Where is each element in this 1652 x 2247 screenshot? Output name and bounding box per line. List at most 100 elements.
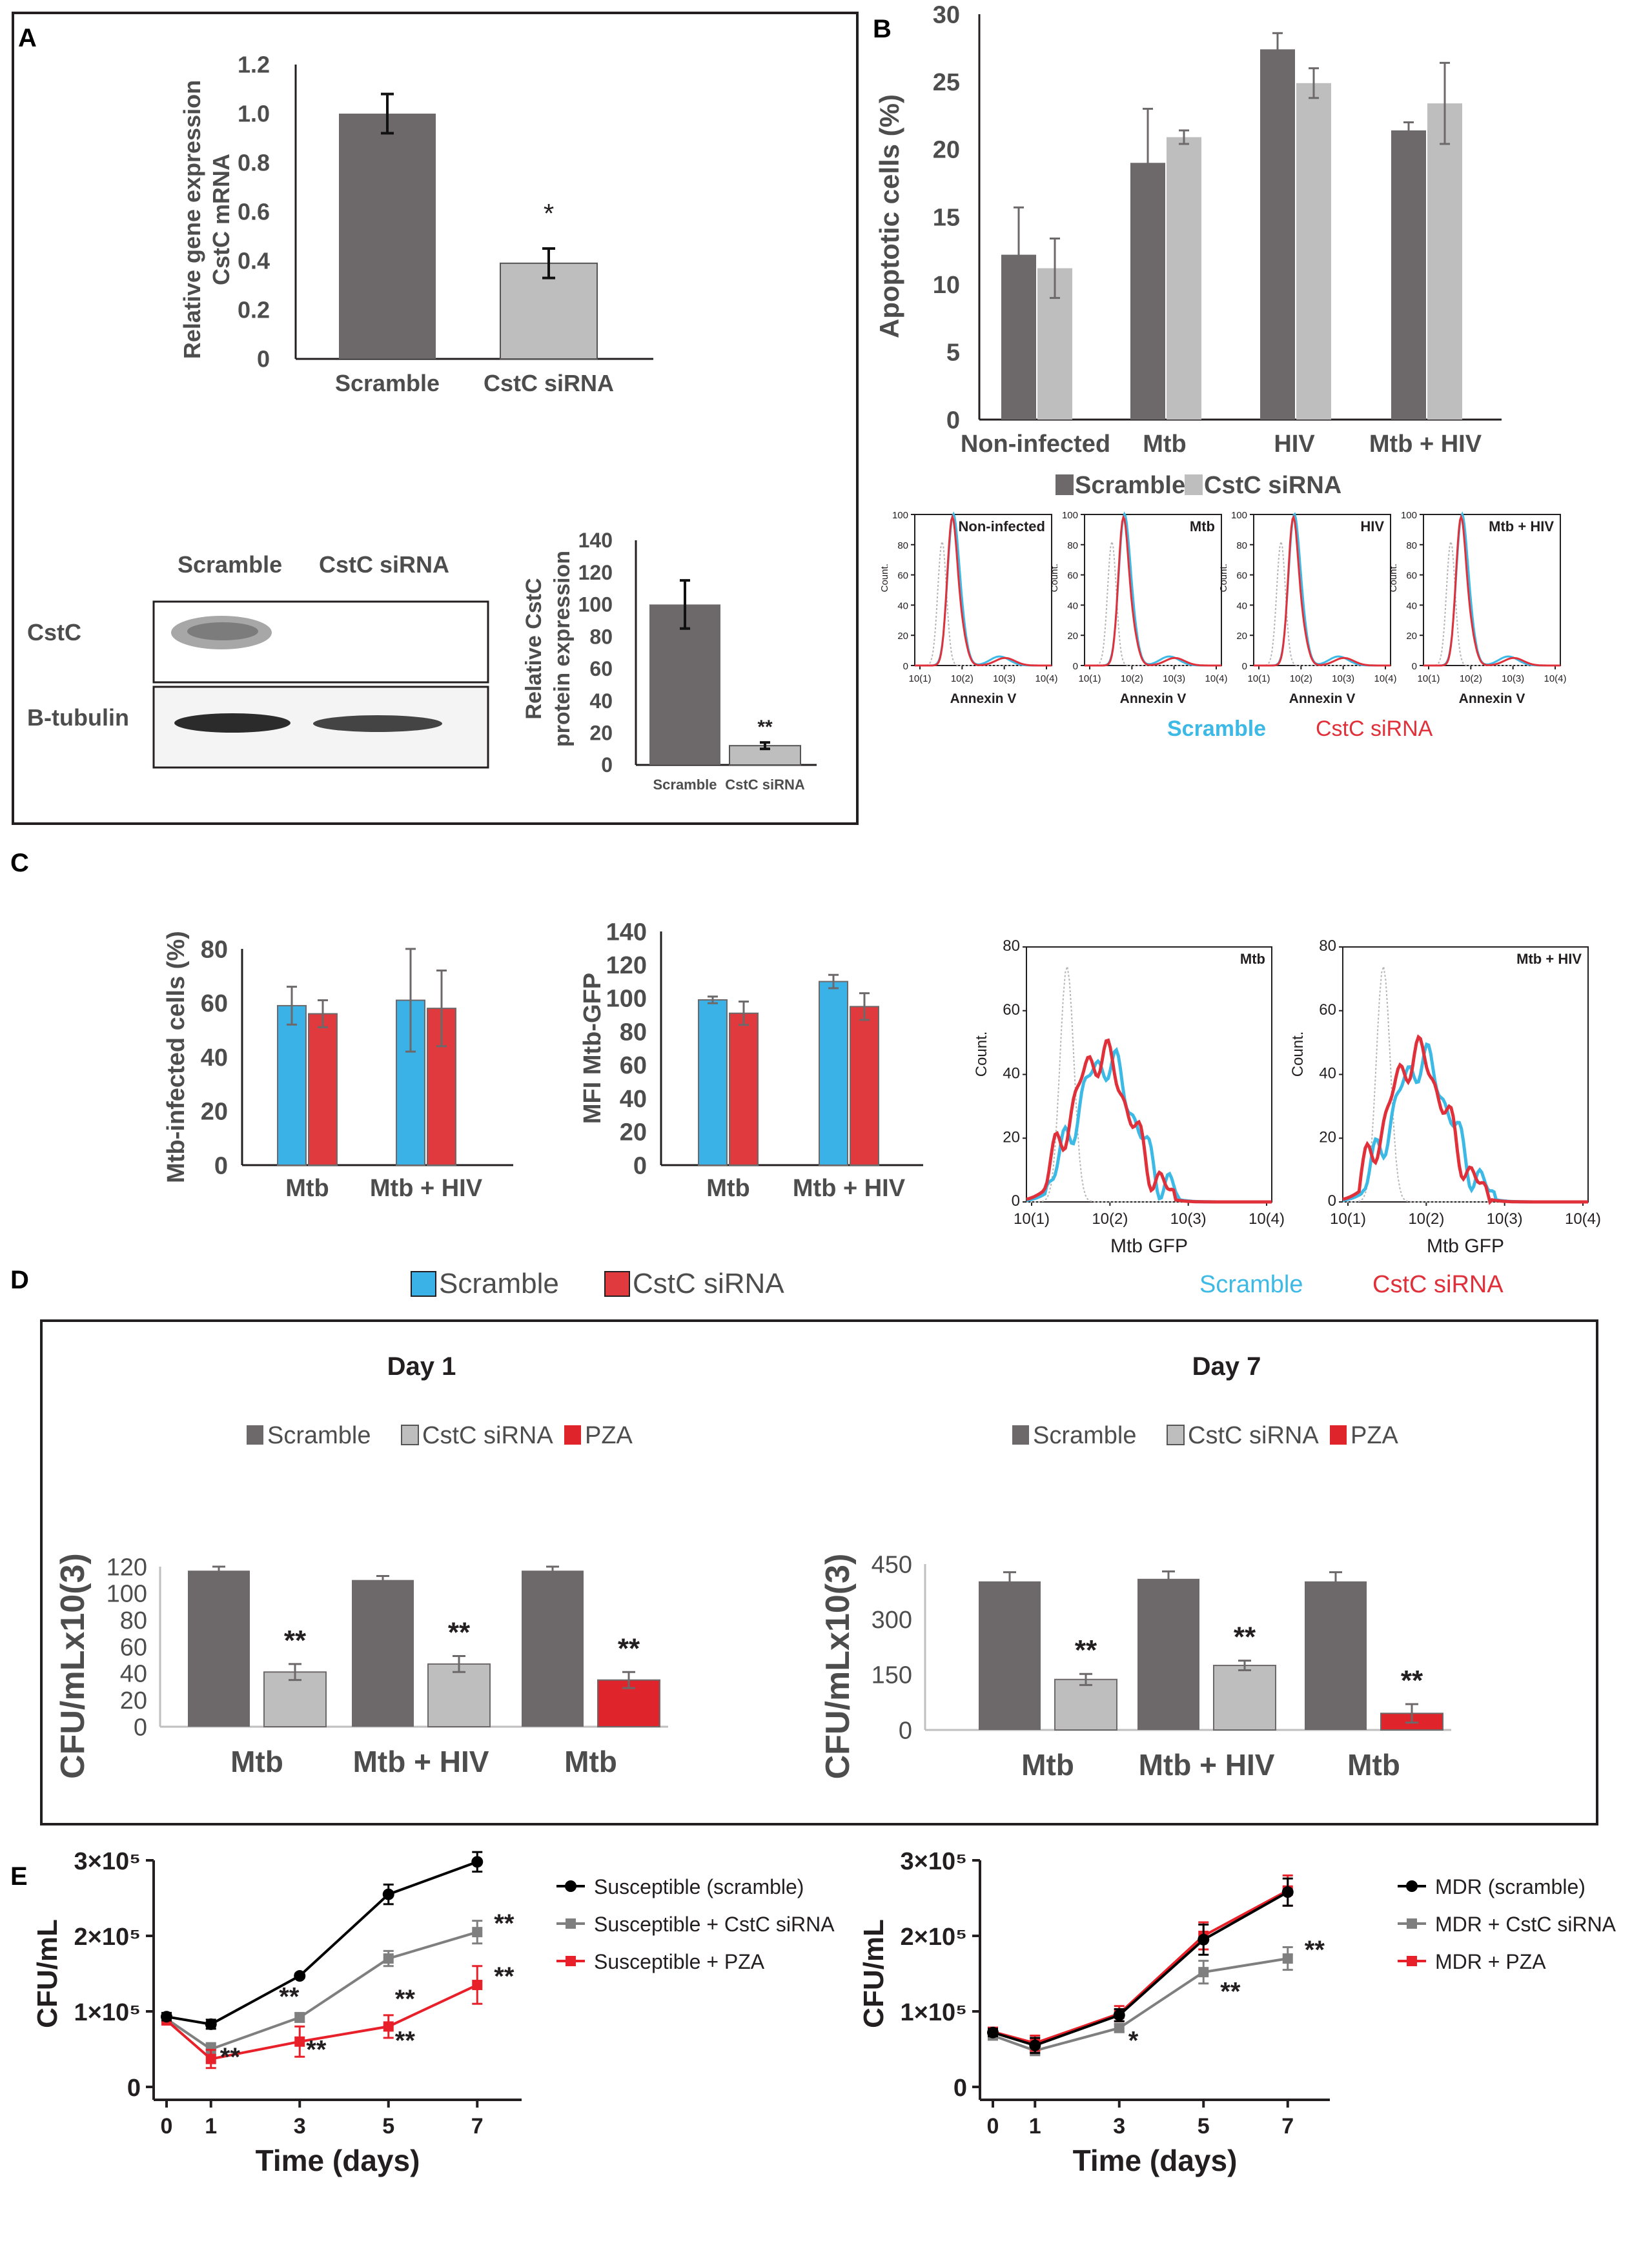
legend-swatch bbox=[1167, 1425, 1185, 1445]
legend-marker bbox=[1406, 1880, 1418, 1892]
y-tick-label: 0.6 bbox=[238, 199, 270, 225]
y-tick-label: 80 bbox=[120, 1607, 147, 1634]
significance-mark: ** bbox=[494, 1962, 515, 1991]
data-point bbox=[1029, 2039, 1041, 2051]
x-tick-label: Mtb + HIV bbox=[1369, 431, 1482, 458]
data-point bbox=[294, 2036, 305, 2047]
legend-swatch-cstc bbox=[604, 1271, 630, 1297]
bar bbox=[649, 604, 720, 765]
data-point bbox=[294, 1970, 306, 1982]
y-tick-label: 3×10⁵ bbox=[74, 1848, 141, 1875]
bar-control bbox=[1137, 1578, 1199, 1730]
y-tick-label: 0.8 bbox=[238, 150, 270, 176]
y-tick-label: 40 bbox=[1319, 1065, 1336, 1083]
y-axis-title: Apoptotic cells (%) bbox=[874, 94, 904, 338]
y-axis-title: CFU/mLx10(3) bbox=[54, 1553, 92, 1779]
y-tick-label: 0 bbox=[214, 1152, 228, 1179]
y-tick-label: 5 bbox=[946, 340, 960, 367]
y-tick-label: 20 bbox=[1319, 1128, 1336, 1146]
y-axis-title: MFI Mtb-GFP bbox=[579, 973, 606, 1124]
legend-label: Scramble bbox=[267, 1422, 371, 1449]
significance-mark: ** bbox=[220, 2043, 241, 2071]
x-tick-label: 10(2) bbox=[1408, 1210, 1444, 1228]
legend-label: MDR (scramble) bbox=[1435, 1875, 1586, 1898]
y-tick-label: 40 bbox=[201, 1044, 228, 1072]
chart-title: Day 1 bbox=[387, 1352, 456, 1381]
y-tick-label: 10 bbox=[933, 272, 960, 299]
blot-col-label-cstc: CstC siRNA bbox=[319, 551, 449, 578]
legend-label: PZA bbox=[585, 1422, 633, 1449]
blot-band-tubulin-scramble bbox=[174, 713, 291, 733]
x-tick-label: 1 bbox=[1029, 2114, 1041, 2139]
y-tick-label: 1×10⁵ bbox=[74, 1999, 141, 2026]
flow-legend-cstc-b: CstC siRNA bbox=[1316, 717, 1433, 741]
x-tick-label: 3 bbox=[294, 2114, 306, 2139]
flow-plot-frame bbox=[914, 514, 1052, 666]
legend-swatch-cstc bbox=[1185, 474, 1203, 495]
y-tick-label: 60 bbox=[1406, 571, 1417, 582]
legend-label: Susceptible + PZA bbox=[594, 1950, 765, 1973]
x-tick-label: 10(4) bbox=[1544, 673, 1566, 684]
bar-control bbox=[979, 1581, 1041, 1730]
bar-control bbox=[352, 1580, 414, 1727]
x-tick-label: Mtb bbox=[564, 1745, 617, 1778]
y-tick-label: 0 bbox=[953, 2075, 967, 2102]
legend-marker bbox=[1407, 1918, 1417, 1929]
bar bbox=[308, 1013, 338, 1166]
y-tick-label: 60 bbox=[201, 990, 228, 1017]
chart-b-flow: 0 20 40 60 80 100 10(1) 10(2) 10(3) 10(4) Non-infe… bbox=[879, 510, 1567, 706]
flow-plot-title: Mtb + HIV bbox=[1516, 951, 1582, 967]
y-tick-label: 30 bbox=[933, 1, 960, 28]
x-tick-label: HIV bbox=[1274, 431, 1315, 458]
y-axis-title: Count. bbox=[879, 564, 890, 592]
y-tick-label: 40 bbox=[1406, 600, 1417, 611]
x-tick-label: Mtb bbox=[230, 1745, 283, 1778]
bar bbox=[1391, 130, 1426, 420]
y-tick-label: 0 bbox=[903, 661, 908, 672]
y-tick-label: 0 bbox=[946, 407, 960, 434]
data-point bbox=[1198, 1967, 1209, 1978]
chart-e-susceptible: 0 1×10⁵ 2×10⁵ 3×10⁵ 0 1 3 5 7 Time (days) CFU/mL **… bbox=[32, 1848, 835, 2177]
histogram-cstc bbox=[1342, 1034, 1588, 1205]
y-tick-label: 100 bbox=[1401, 510, 1417, 521]
chart-title: Day 7 bbox=[1192, 1352, 1261, 1381]
y-tick-label: 20 bbox=[120, 1687, 147, 1714]
bar-control bbox=[1305, 1581, 1367, 1730]
y-tick-label: 0 bbox=[1073, 661, 1078, 672]
y-tick-label: 0.2 bbox=[238, 297, 270, 323]
x-tick-label: 0 bbox=[987, 2114, 999, 2139]
histogram-cstc bbox=[1254, 514, 1391, 667]
x-tick-label: 5 bbox=[1198, 2114, 1210, 2139]
y-tick-label: 100 bbox=[1231, 510, 1247, 521]
x-tick-label: Scramble bbox=[653, 777, 717, 793]
x-tick-label: 10(3) bbox=[1170, 1210, 1207, 1228]
data-point bbox=[1198, 1933, 1210, 1946]
significance-mark: ** bbox=[757, 717, 773, 738]
legend-label-scramble: Scramble bbox=[439, 1268, 559, 1299]
legend-label: CstC siRNA bbox=[1188, 1422, 1319, 1449]
y-tick-label: 2×10⁵ bbox=[74, 1924, 141, 1951]
x-axis-title: Time (days) bbox=[1073, 2144, 1238, 2177]
significance-mark: ** bbox=[284, 1625, 307, 1656]
chart-c-infected: 0 20 40 60 80 Mtb Mtb + HIV Mtb-infected cells … bbox=[163, 931, 513, 1202]
bar bbox=[729, 1012, 759, 1166]
flow-plot-title: Mtb bbox=[1190, 518, 1215, 534]
x-axis-title: Annexin V bbox=[950, 691, 1017, 706]
x-tick-label: 10(4) bbox=[1205, 673, 1227, 684]
y-tick-label: 120 bbox=[578, 561, 613, 584]
legend-marker bbox=[1407, 1956, 1417, 1966]
data-point bbox=[472, 1980, 483, 1991]
y-tick-label: 0 bbox=[601, 753, 613, 777]
x-tick-label: Mtb + HIV bbox=[370, 1175, 483, 1202]
flow-legend-scramble-b: Scramble bbox=[1167, 717, 1266, 741]
y-tick-label: 100 bbox=[606, 986, 647, 1013]
x-tick-label: 10(4) bbox=[1249, 1210, 1285, 1228]
y-tick-label: 150 bbox=[872, 1662, 912, 1689]
y-tick-label: 100 bbox=[1062, 510, 1078, 521]
x-tick-label: 10(3) bbox=[993, 673, 1015, 684]
significance-mark: ** bbox=[395, 2027, 416, 2055]
bar bbox=[339, 114, 436, 359]
x-tick-label: 10(4) bbox=[1374, 673, 1396, 684]
x-axis-title: Annexin V bbox=[1289, 691, 1356, 706]
